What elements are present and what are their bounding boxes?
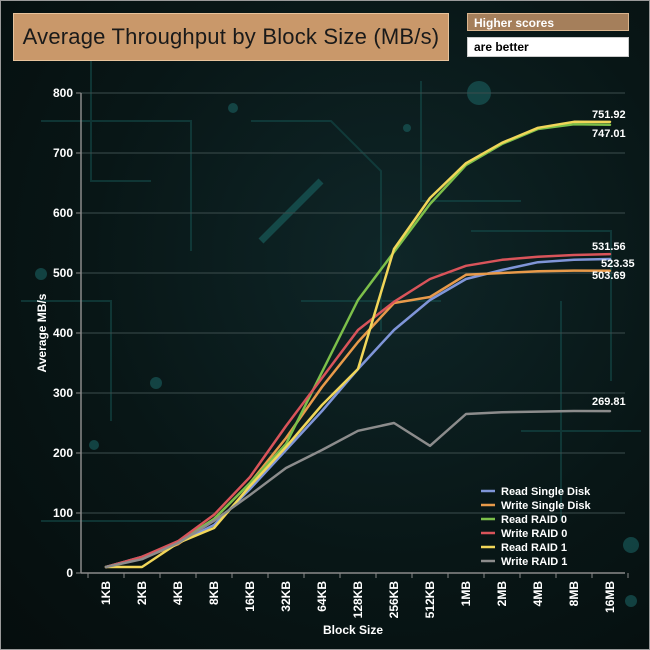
legend-label: Write RAID 1 [501,556,567,568]
x-tick-label: 32KB [279,581,293,612]
series-lines [104,120,612,569]
series-line-write-raid-0 [104,252,612,569]
y-tick-label: 0 [66,566,73,580]
y-tick-label: 600 [53,206,73,220]
y-tick-label: 800 [53,86,73,100]
are-better-note: are better [467,37,629,57]
end-value-label: 751.92 [592,109,626,121]
x-tick-label: 256KB [387,581,401,619]
x-tick-label: 16KB [243,581,257,612]
x-tick-label: 1MB [459,581,473,607]
legend-label: Write Single Disk [501,500,592,512]
legend: Read Single Disk Write Single Disk Read RA… [481,486,592,568]
end-value-label: 747.01 [592,128,626,140]
legend-label: Read Single Disk [501,486,591,498]
legend-label: Read RAID 1 [501,542,567,554]
y-tick-label: 700 [53,146,73,160]
y-axis-title: Average MB/s [35,293,49,372]
axes: 0 100 200 300 400 500 600 700 800 1KB 2KB 4KB 8KB 16K… [35,86,629,637]
x-tick-label: 64KB [315,581,329,612]
x-axis-title: Block Size [323,623,383,637]
end-value-label: 269.81 [592,396,626,408]
y-tick-label: 400 [53,326,73,340]
chart-title-box: Average Throughput by Block Size (MB/s) [13,13,449,61]
series-line-write-raid-1 [104,409,612,569]
x-tick-label: 2KB [135,581,149,605]
x-tick-label: 4MB [531,581,545,607]
end-value-label: 503.69 [592,270,626,282]
higher-scores-note: Higher scores [467,13,629,31]
x-tick-label: 1KB [99,581,113,605]
x-tick-label: 128KB [351,581,365,619]
x-tick-label: 512KB [423,581,437,619]
x-tick-label: 4KB [171,581,185,605]
x-tick-label: 16MB [603,581,617,613]
series-line-read-raid-1 [104,120,612,569]
y-tick-label: 500 [53,266,73,280]
x-tick-label: 8KB [207,581,221,605]
end-value-label: 523.35 [601,258,635,270]
legend-label: Read RAID 0 [501,514,567,526]
y-tick-label: 200 [53,446,73,460]
y-tick-label: 300 [53,386,73,400]
chart-title: Average Throughput by Block Size (MB/s) [22,24,440,49]
x-tick-label: 2MB [495,581,509,607]
y-tick-label: 100 [53,506,73,520]
end-value-label: 531.56 [592,241,626,253]
x-tick-label: 8MB [567,581,581,607]
legend-label: Write RAID 0 [501,528,567,540]
